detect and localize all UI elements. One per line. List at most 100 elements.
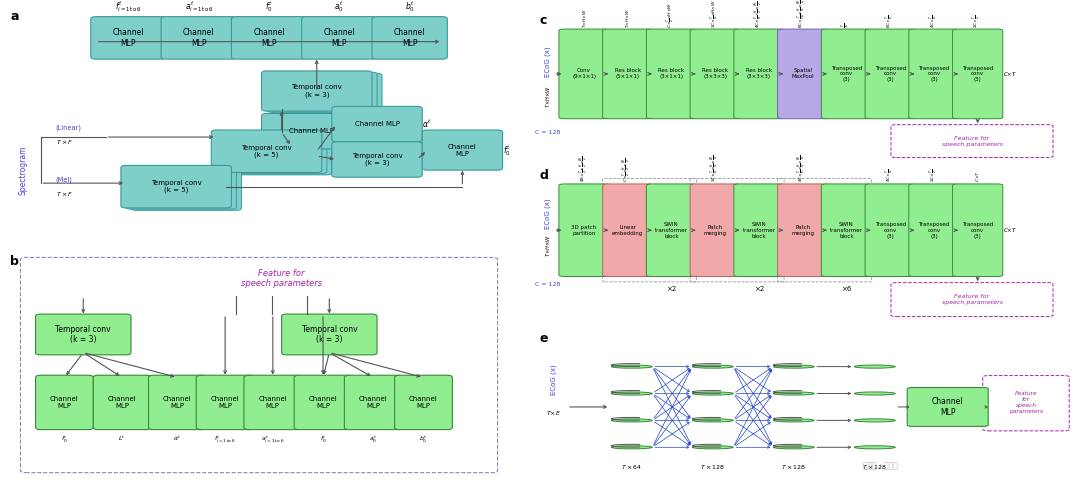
FancyBboxPatch shape xyxy=(603,29,652,119)
FancyBboxPatch shape xyxy=(36,375,93,429)
Text: Transposed
conv
(3): Transposed conv (3) xyxy=(875,66,906,82)
FancyBboxPatch shape xyxy=(261,113,362,149)
Text: $C{\times}T$: $C{\times}T$ xyxy=(974,171,981,182)
FancyBboxPatch shape xyxy=(909,29,959,119)
FancyBboxPatch shape xyxy=(216,131,327,174)
Text: $2C{\times}\frac{T}{2}$: $2C{\times}\frac{T}{2}$ xyxy=(972,14,984,27)
Text: Patch
merging: Patch merging xyxy=(704,225,727,236)
FancyBboxPatch shape xyxy=(212,130,322,173)
FancyBboxPatch shape xyxy=(121,165,231,208)
Text: e: e xyxy=(540,332,549,345)
Text: ×2: ×2 xyxy=(754,286,764,292)
FancyBboxPatch shape xyxy=(865,29,916,119)
Text: $L^t$: $L^t$ xyxy=(119,434,126,443)
FancyBboxPatch shape xyxy=(394,375,453,429)
FancyBboxPatch shape xyxy=(282,314,377,355)
Text: C = 128: C = 128 xyxy=(536,130,561,134)
Text: 公众号 · 量子位: 公众号 · 量子位 xyxy=(863,461,897,470)
FancyBboxPatch shape xyxy=(261,71,372,111)
Text: Channel
MLP: Channel MLP xyxy=(324,28,355,48)
FancyBboxPatch shape xyxy=(161,17,237,59)
Text: $T \times F$: $T \times F$ xyxy=(56,138,72,146)
FancyBboxPatch shape xyxy=(267,72,377,112)
Text: Channel
MLP: Channel MLP xyxy=(50,396,79,409)
Text: Spatial
MaxPool: Spatial MaxPool xyxy=(792,68,814,80)
FancyBboxPatch shape xyxy=(126,167,237,209)
Text: $T{\times}H{\times}W$: $T{\times}H{\times}W$ xyxy=(544,234,552,257)
Text: $f^t_0$: $f^t_0$ xyxy=(502,143,511,158)
Text: $C{\times}\frac{T}{2}{\times}\frac{H}{2}{\times}\frac{W}{2}$: $C{\times}\frac{T}{2}{\times}\frac{H}{2}… xyxy=(622,158,634,182)
Text: $8C{\times}\frac{T}{16}{\times}\frac{H}{4}{\times}\frac{W}{4}$: $8C{\times}\frac{T}{16}{\times}\frac{H}{… xyxy=(797,0,809,27)
Ellipse shape xyxy=(611,419,652,422)
FancyBboxPatch shape xyxy=(907,388,988,427)
FancyBboxPatch shape xyxy=(821,29,872,119)
FancyBboxPatch shape xyxy=(733,184,784,277)
FancyBboxPatch shape xyxy=(131,168,242,210)
Text: Channel
MLP: Channel MLP xyxy=(409,396,437,409)
Text: $2C{\times}\frac{T}{4}{\times}H{\times}W$: $2C{\times}\frac{T}{4}{\times}H{\times}W… xyxy=(710,0,721,27)
Text: $f^t_0$: $f^t_0$ xyxy=(320,434,326,444)
Text: 3D patch
partition: 3D patch partition xyxy=(571,225,596,236)
Text: C = 128: C = 128 xyxy=(536,281,561,287)
Text: $T{\times}H{\times}W$: $T{\times}H{\times}W$ xyxy=(581,8,588,27)
Text: Channel
MLP: Channel MLP xyxy=(254,28,285,48)
FancyBboxPatch shape xyxy=(332,142,422,177)
Text: $f^t_{i=1\,\mathrm{to}\,6}$: $f^t_{i=1\,\mathrm{to}\,6}$ xyxy=(116,0,141,14)
Text: Temporal conv
(k = 3): Temporal conv (k = 3) xyxy=(55,325,111,344)
Text: $T \times 64$: $T \times 64$ xyxy=(621,463,643,471)
Text: $b^t_0$: $b^t_0$ xyxy=(405,0,415,14)
FancyBboxPatch shape xyxy=(690,184,741,277)
Text: $2C{\times}\frac{T}{2}$: $2C{\times}\frac{T}{2}$ xyxy=(928,169,940,182)
Text: $C{\times}T$: $C{\times}T$ xyxy=(1002,226,1017,234)
Ellipse shape xyxy=(692,446,733,449)
FancyBboxPatch shape xyxy=(953,184,1002,277)
Text: Linear
embedding: Linear embedding xyxy=(612,225,644,236)
FancyBboxPatch shape xyxy=(149,375,206,429)
Text: Transposed
conv
(3): Transposed conv (3) xyxy=(962,66,994,82)
Ellipse shape xyxy=(692,419,733,422)
Text: $8C{\times}\frac{T}{8}$: $8C{\times}\frac{T}{8}$ xyxy=(885,14,896,27)
Text: Channel
MLP: Channel MLP xyxy=(112,28,145,48)
FancyBboxPatch shape xyxy=(778,29,827,119)
FancyBboxPatch shape xyxy=(221,133,332,175)
Text: Transposed
conv
(3): Transposed conv (3) xyxy=(918,66,949,82)
Text: $a^t_0$: $a^t_0$ xyxy=(369,434,377,444)
Ellipse shape xyxy=(611,365,652,368)
Text: Channel
MLP: Channel MLP xyxy=(258,396,287,409)
Text: Feature for
speech parameters: Feature for speech parameters xyxy=(241,269,322,288)
Text: $T \times 128$: $T \times 128$ xyxy=(862,463,888,471)
Text: $T \times F$: $T \times F$ xyxy=(56,190,72,198)
Text: Transposed
conv
(3): Transposed conv (3) xyxy=(918,222,949,239)
Text: $C{\times}T$: $C{\times}T$ xyxy=(1002,70,1017,78)
FancyBboxPatch shape xyxy=(93,375,151,429)
Text: ×2: ×2 xyxy=(666,286,676,292)
Text: a: a xyxy=(11,10,19,23)
Text: $f^t_0$: $f^t_0$ xyxy=(62,434,68,444)
Text: Feature
for
speech
parameters: Feature for speech parameters xyxy=(1009,391,1043,414)
Text: ECoG (x): ECoG (x) xyxy=(544,198,552,228)
Ellipse shape xyxy=(854,392,895,395)
FancyBboxPatch shape xyxy=(909,184,959,277)
Text: Temporal conv
(k = 5): Temporal conv (k = 5) xyxy=(241,145,292,158)
Text: $4C{\times}\frac{T}{4}$: $4C{\times}\frac{T}{4}$ xyxy=(885,169,896,182)
Text: $T \times 128$: $T \times 128$ xyxy=(700,463,726,471)
FancyBboxPatch shape xyxy=(646,29,697,119)
Text: $4C{\times}\frac{T}{4}$: $4C{\times}\frac{T}{4}$ xyxy=(928,14,940,27)
FancyBboxPatch shape xyxy=(778,184,827,277)
FancyBboxPatch shape xyxy=(36,314,131,355)
Text: Feature for
speech parameters: Feature for speech parameters xyxy=(942,136,1002,147)
FancyBboxPatch shape xyxy=(422,130,502,170)
Ellipse shape xyxy=(692,365,733,368)
Ellipse shape xyxy=(773,419,814,422)
Text: Temporal conv
(k = 3): Temporal conv (k = 3) xyxy=(352,153,403,166)
Text: $a^t_{i=1\,\mathrm{to}\,6}$: $a^t_{i=1\,\mathrm{to}\,6}$ xyxy=(261,434,284,444)
FancyBboxPatch shape xyxy=(559,29,609,119)
Text: $4C{\times}\frac{T}{8}{\times}\frac{H}{2}{\times}\frac{W}{2}$: $4C{\times}\frac{T}{8}{\times}\frac{H}{2… xyxy=(753,0,765,27)
FancyBboxPatch shape xyxy=(603,184,652,277)
Text: $2C{\times}\frac{T}{4}{\times}\frac{H}{4}{\times}\frac{W}{4}$: $2C{\times}\frac{T}{4}{\times}\frac{H}{4… xyxy=(710,155,721,182)
FancyBboxPatch shape xyxy=(646,184,697,277)
Text: Transposed
conv
(3): Transposed conv (3) xyxy=(962,222,994,239)
Text: (Linear): (Linear) xyxy=(56,124,82,131)
Text: Channel MLP: Channel MLP xyxy=(289,128,334,134)
Ellipse shape xyxy=(611,392,652,395)
